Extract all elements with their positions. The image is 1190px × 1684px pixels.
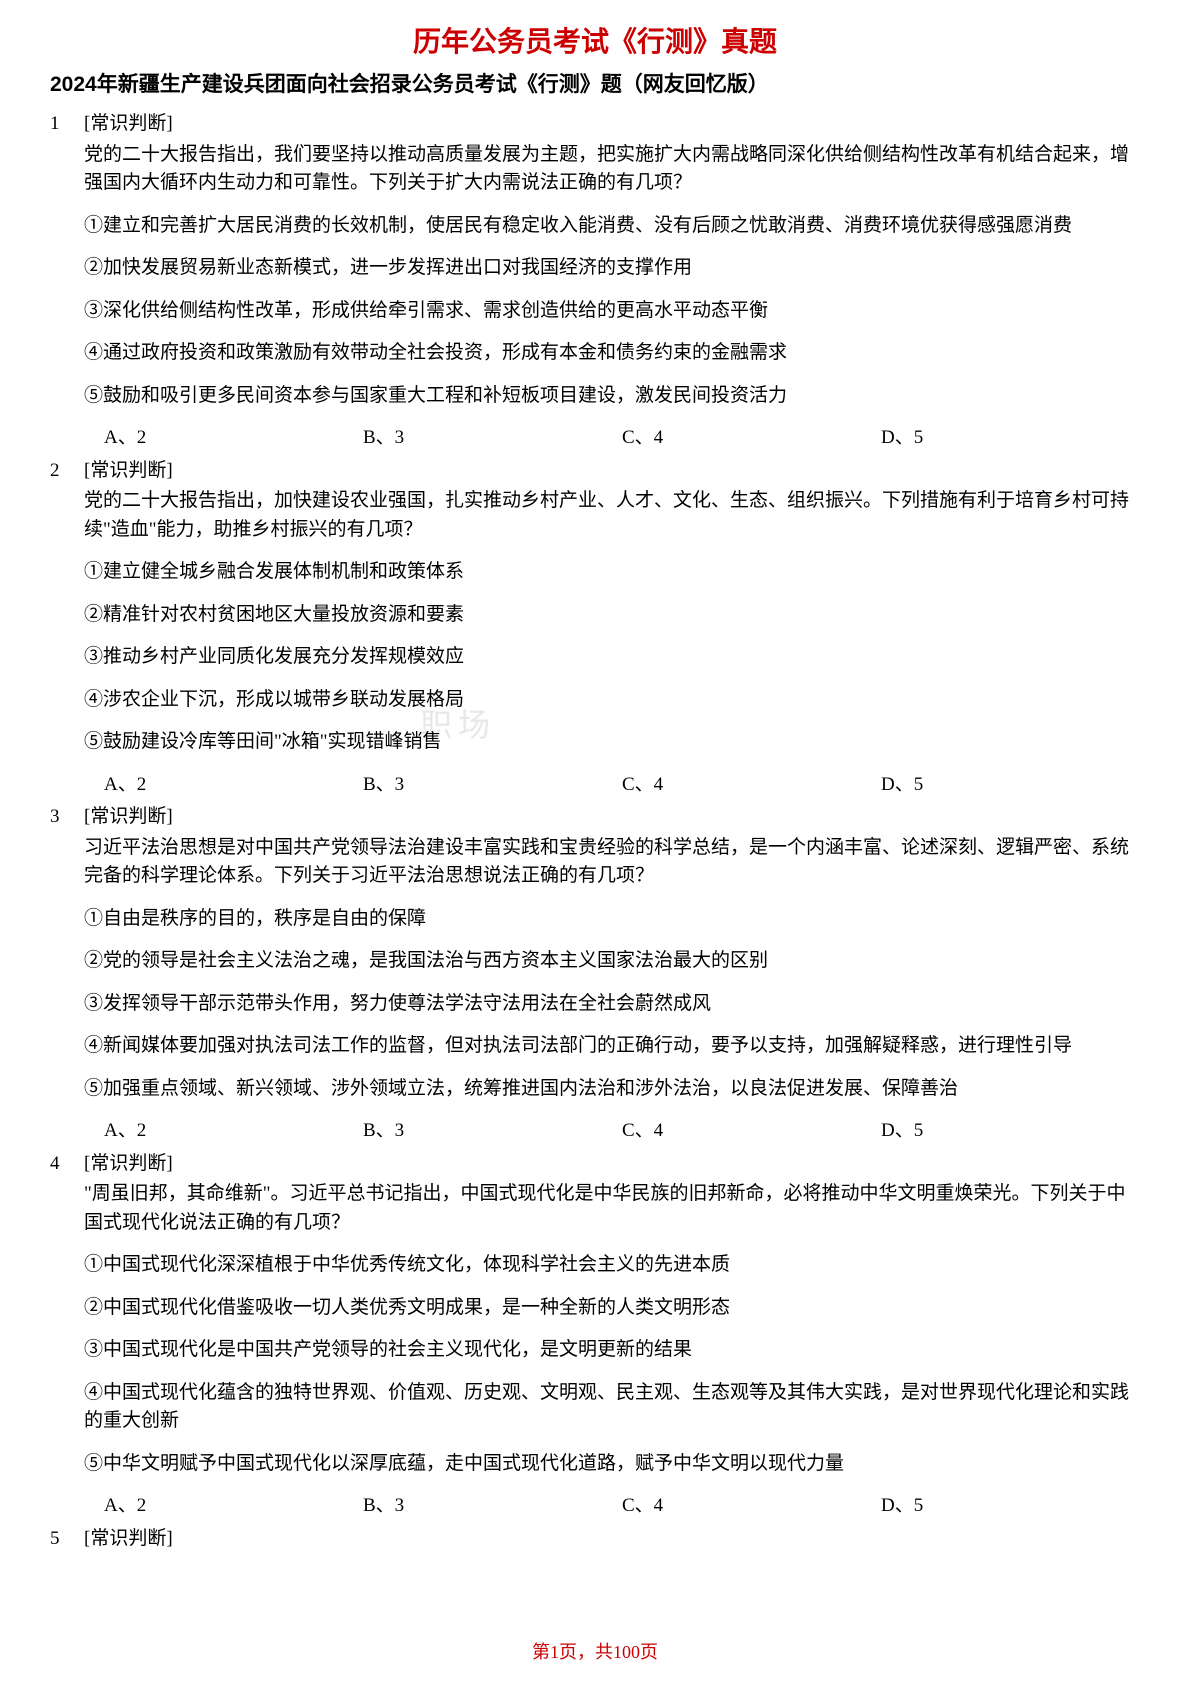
question-options: A、2B、3C、4D、5	[84, 424, 1140, 453]
questions-container: 1[常识判断]党的二十大报告指出，我们要坚持以推动高质量发展为主题，把实施扩大内…	[50, 110, 1140, 1555]
document-title: 历年公务员考试《行测》真题	[50, 20, 1140, 60]
option[interactable]: A、2	[104, 424, 363, 453]
option[interactable]: C、4	[622, 771, 881, 800]
question-statement: ⑤中华文明赋予中国式现代化以深厚底蕴，走中国式现代化道路，赋予中华文明以现代力量	[84, 1450, 1140, 1479]
question-options: A、2B、3C、4D、5	[84, 771, 1140, 800]
option[interactable]: B、3	[363, 771, 622, 800]
question-block: 4[常识判断]"周虽旧邦，其命维新"。习近平总书记指出，中国式现代化是中华民族的…	[50, 1150, 1140, 1525]
question-statement: ⑤鼓励和吸引更多民间资本参与国家重大工程和补短板项目建设，激发民间投资活力	[84, 382, 1140, 411]
question-statement: ①建立和完善扩大居民消费的长效机制，使居民有稳定收入能消费、没有后顾之忧敢消费、…	[84, 212, 1140, 241]
question-number: 3	[50, 803, 84, 1150]
question-statement: ②中国式现代化借鉴吸收一切人类优秀文明成果，是一种全新的人类文明形态	[84, 1294, 1140, 1323]
question-tag: [常识判断]	[84, 1525, 1140, 1554]
option[interactable]: B、3	[363, 1117, 622, 1146]
question-stem: "周虽旧邦，其命维新"。习近平总书记指出，中国式现代化是中华民族的旧邦新命，必将…	[84, 1180, 1140, 1237]
option[interactable]: A、2	[104, 1492, 363, 1521]
option[interactable]: C、4	[622, 1492, 881, 1521]
question-statement: ②精准针对农村贫困地区大量投放资源和要素	[84, 601, 1140, 630]
question-stem: 党的二十大报告指出，加快建设农业强国，扎实推动乡村产业、人才、文化、生态、组织振…	[84, 487, 1140, 544]
question-statement: ③发挥领导干部示范带头作用，努力使尊法学法守法用法在全社会蔚然成风	[84, 990, 1140, 1019]
page-footer: 第1页，共100页	[0, 1638, 1190, 1664]
question-statement: ②党的领导是社会主义法治之魂，是我国法治与西方资本主义国家法治最大的区别	[84, 947, 1140, 976]
question-statement: ①自由是秩序的目的，秩序是自由的保障	[84, 905, 1140, 934]
question-block: 5[常识判断]	[50, 1525, 1140, 1556]
option[interactable]: B、3	[363, 424, 622, 453]
option[interactable]: D、5	[881, 771, 1140, 800]
question-statement: ⑤加强重点领域、新兴领域、涉外领域立法，统筹推进国内法治和涉外法治，以良法促进发…	[84, 1075, 1140, 1104]
question-statement: ④通过政府投资和政策激励有效带动全社会投资，形成有本金和债务约束的金融需求	[84, 339, 1140, 368]
option[interactable]: B、3	[363, 1492, 622, 1521]
question-statement: ③推动乡村产业同质化发展充分发挥规模效应	[84, 643, 1140, 672]
question-body: [常识判断]习近平法治思想是对中国共产党领导法治建设丰富实践和宝贵经验的科学总结…	[84, 803, 1140, 1150]
option[interactable]: D、5	[881, 1492, 1140, 1521]
question-number: 2	[50, 457, 84, 804]
option[interactable]: C、4	[622, 1117, 881, 1146]
question-body: [常识判断]	[84, 1525, 1140, 1556]
option[interactable]: A、2	[104, 1117, 363, 1146]
question-statement: ③深化供给侧结构性改革，形成供给牵引需求、需求创造供给的更高水平动态平衡	[84, 297, 1140, 326]
question-block: 1[常识判断]党的二十大报告指出，我们要坚持以推动高质量发展为主题，把实施扩大内…	[50, 110, 1140, 457]
document-subtitle: 2024年新疆生产建设兵团面向社会招录公务员考试《行测》题（网友回忆版）	[50, 68, 1140, 98]
question-statement: ①中国式现代化深深植根于中华优秀传统文化，体现科学社会主义的先进本质	[84, 1251, 1140, 1280]
question-statement: ①建立健全城乡融合发展体制机制和政策体系	[84, 558, 1140, 587]
question-statement: ⑤鼓励建设冷库等田间"冰箱"实现错峰销售	[84, 728, 1140, 757]
question-stem: 习近平法治思想是对中国共产党领导法治建设丰富实践和宝贵经验的科学总结，是一个内涵…	[84, 834, 1140, 891]
question-options: A、2B、3C、4D、5	[84, 1492, 1140, 1521]
question-statement: ②加快发展贸易新业态新模式，进一步发挥进出口对我国经济的支撑作用	[84, 254, 1140, 283]
option[interactable]: C、4	[622, 424, 881, 453]
question-block: 2[常识判断]党的二十大报告指出，加快建设农业强国，扎实推动乡村产业、人才、文化…	[50, 457, 1140, 804]
option[interactable]: D、5	[881, 1117, 1140, 1146]
question-stem: 党的二十大报告指出，我们要坚持以推动高质量发展为主题，把实施扩大内需战略同深化供…	[84, 141, 1140, 198]
question-number: 1	[50, 110, 84, 457]
option[interactable]: A、2	[104, 771, 363, 800]
question-body: [常识判断]"周虽旧邦，其命维新"。习近平总书记指出，中国式现代化是中华民族的旧…	[84, 1150, 1140, 1525]
question-statement: ④涉农企业下沉，形成以城带乡联动发展格局	[84, 686, 1140, 715]
question-number: 5	[50, 1525, 84, 1556]
question-tag: [常识判断]	[84, 1150, 1140, 1179]
question-statement: ④新闻媒体要加强对执法司法工作的监督，但对执法司法部门的正确行动，要予以支持，加…	[84, 1032, 1140, 1061]
option[interactable]: D、5	[881, 424, 1140, 453]
question-tag: [常识判断]	[84, 457, 1140, 486]
question-tag: [常识判断]	[84, 803, 1140, 832]
question-statement: ④中国式现代化蕴含的独特世界观、价值观、历史观、文明观、民主观、生态观等及其伟大…	[84, 1379, 1140, 1436]
question-body: [常识判断]党的二十大报告指出，我们要坚持以推动高质量发展为主题，把实施扩大内需…	[84, 110, 1140, 457]
question-body: [常识判断]党的二十大报告指出，加快建设农业强国，扎实推动乡村产业、人才、文化、…	[84, 457, 1140, 804]
question-number: 4	[50, 1150, 84, 1525]
question-options: A、2B、3C、4D、5	[84, 1117, 1140, 1146]
question-statement: ③中国式现代化是中国共产党领导的社会主义现代化，是文明更新的结果	[84, 1336, 1140, 1365]
question-tag: [常识判断]	[84, 110, 1140, 139]
question-block: 3[常识判断]习近平法治思想是对中国共产党领导法治建设丰富实践和宝贵经验的科学总…	[50, 803, 1140, 1150]
